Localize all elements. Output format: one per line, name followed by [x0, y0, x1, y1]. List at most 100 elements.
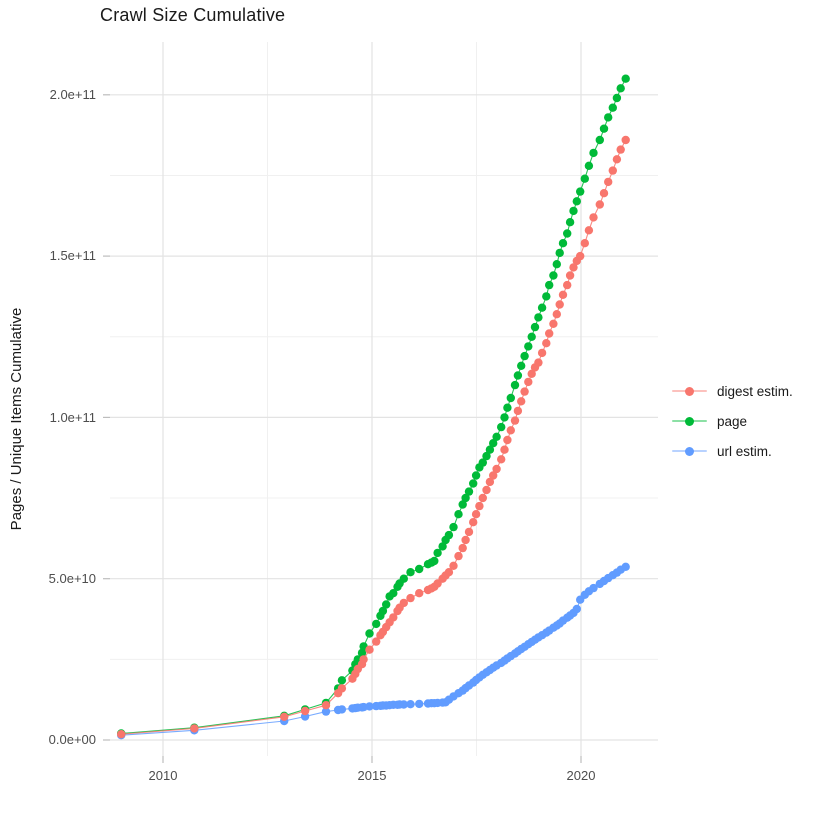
data-point-page — [500, 413, 509, 422]
data-point-url-estim — [572, 604, 581, 614]
data-point-digest-estim — [497, 455, 506, 464]
data-point-page — [461, 493, 470, 503]
data-point-page — [415, 564, 424, 574]
data-point-digest-estim — [616, 145, 625, 154]
data-point-page — [337, 676, 347, 685]
data-point-digest-estim — [337, 684, 347, 693]
data-point-page — [621, 74, 630, 83]
data-point-digest-estim — [580, 239, 589, 248]
legend-key-digest-estim-icon — [672, 383, 707, 399]
data-point-page — [503, 403, 512, 412]
data-point-page — [616, 84, 625, 93]
data-point-page — [513, 371, 523, 380]
data-point-page — [471, 471, 481, 480]
data-point-digest-estim — [510, 416, 520, 425]
data-point-digest-estim — [389, 613, 398, 622]
data-point-digest-estim — [469, 518, 478, 527]
data-point-page — [478, 458, 487, 467]
data-point-digest-estim — [527, 369, 536, 378]
data-point-page — [576, 187, 585, 196]
data-point-page — [506, 393, 515, 403]
data-point-digest-estim — [520, 387, 529, 396]
data-point-page — [510, 380, 520, 390]
data-point-digest-estim — [549, 319, 558, 328]
data-point-digest-estim — [399, 598, 408, 608]
data-point-page — [527, 332, 536, 341]
data-point-page — [444, 530, 454, 540]
data-point-digest-estim — [589, 213, 598, 222]
data-point-digest-estim — [478, 493, 487, 503]
data-point-digest-estim — [555, 300, 564, 309]
data-point-digest-estim — [599, 189, 609, 198]
data-point-digest-estim — [406, 593, 415, 603]
data-point-digest-estim — [621, 135, 630, 145]
data-point-digest-estim — [454, 551, 463, 561]
data-point-digest-estim — [117, 730, 126, 739]
data-point-page — [406, 568, 415, 577]
data-point-digest-estim — [365, 645, 374, 654]
data-point-digest-estim — [444, 568, 454, 577]
data-point-url-estim — [621, 562, 630, 571]
data-point-page — [485, 445, 495, 454]
data-point-digest-estim — [545, 329, 554, 338]
legend-item-page: page — [672, 406, 793, 436]
data-point-digest-estim — [517, 397, 526, 406]
data-point-digest-estim — [604, 177, 613, 187]
data-point-page — [399, 574, 408, 583]
data-point-digest-estim — [415, 589, 424, 598]
data-point-digest-estim — [558, 290, 568, 299]
data-point-digest-estim — [565, 271, 575, 280]
data-point-page — [382, 600, 391, 609]
data-point-page — [555, 248, 564, 258]
data-point-page — [449, 522, 458, 532]
data-point-digest-estim — [492, 464, 501, 474]
data-point-digest-estim — [542, 339, 551, 348]
data-point-page — [589, 148, 598, 158]
data-point-page — [604, 113, 613, 122]
data-point-page — [563, 229, 572, 238]
data-point-page — [599, 124, 609, 133]
data-point-digest-estim — [537, 348, 547, 358]
data-point-page — [580, 174, 589, 183]
data-point-page — [458, 500, 467, 509]
data-point-digest-estim — [584, 226, 594, 235]
data-point-page — [520, 351, 529, 361]
x-tick-label-2020: 2020 — [566, 768, 596, 783]
data-point-page — [542, 292, 551, 301]
data-point-page — [545, 280, 554, 290]
data-point-digest-estim — [190, 724, 199, 733]
data-point-digest-estim — [300, 706, 310, 716]
data-point-page — [565, 218, 575, 227]
data-point-digest-estim — [464, 527, 474, 537]
data-point-digest-estim — [506, 426, 515, 435]
data-point-digest-estim — [608, 166, 617, 175]
data-point-page — [438, 542, 447, 551]
data-point-digest-estim — [534, 358, 543, 367]
data-point-digest-estim — [569, 263, 578, 272]
data-point-url-estim — [406, 700, 415, 709]
legend-key-url-estim-icon — [672, 443, 707, 459]
x-tick-label-2010: 2010 — [148, 768, 178, 783]
data-point-page — [552, 260, 561, 269]
series-page-line — [121, 78, 627, 735]
data-point-page — [489, 439, 498, 448]
data-point-digest-estim — [359, 655, 368, 664]
data-point-url-estim — [399, 700, 408, 709]
data-point-digest-estim — [513, 406, 523, 416]
data-point-page — [492, 432, 501, 441]
y-tick-label-1: 5.0e+10 — [48, 571, 96, 586]
data-point-page — [549, 271, 558, 280]
data-point-page — [524, 342, 533, 351]
data-point-page — [464, 487, 474, 496]
y-tick-label-3: 1.5e+11 — [49, 248, 96, 263]
data-point-digest-estim — [475, 501, 484, 511]
data-point-digest-estim — [471, 510, 481, 519]
data-point-page — [372, 619, 381, 629]
data-point-digest-estim — [552, 310, 561, 319]
legend-item-url-estim: url estim. — [672, 436, 793, 466]
data-point-url-estim — [321, 707, 331, 716]
data-point-page — [389, 589, 398, 598]
data-point-page — [569, 206, 578, 216]
legend-label-digest-estim: digest estim. — [717, 383, 793, 399]
data-point-page — [530, 322, 540, 332]
